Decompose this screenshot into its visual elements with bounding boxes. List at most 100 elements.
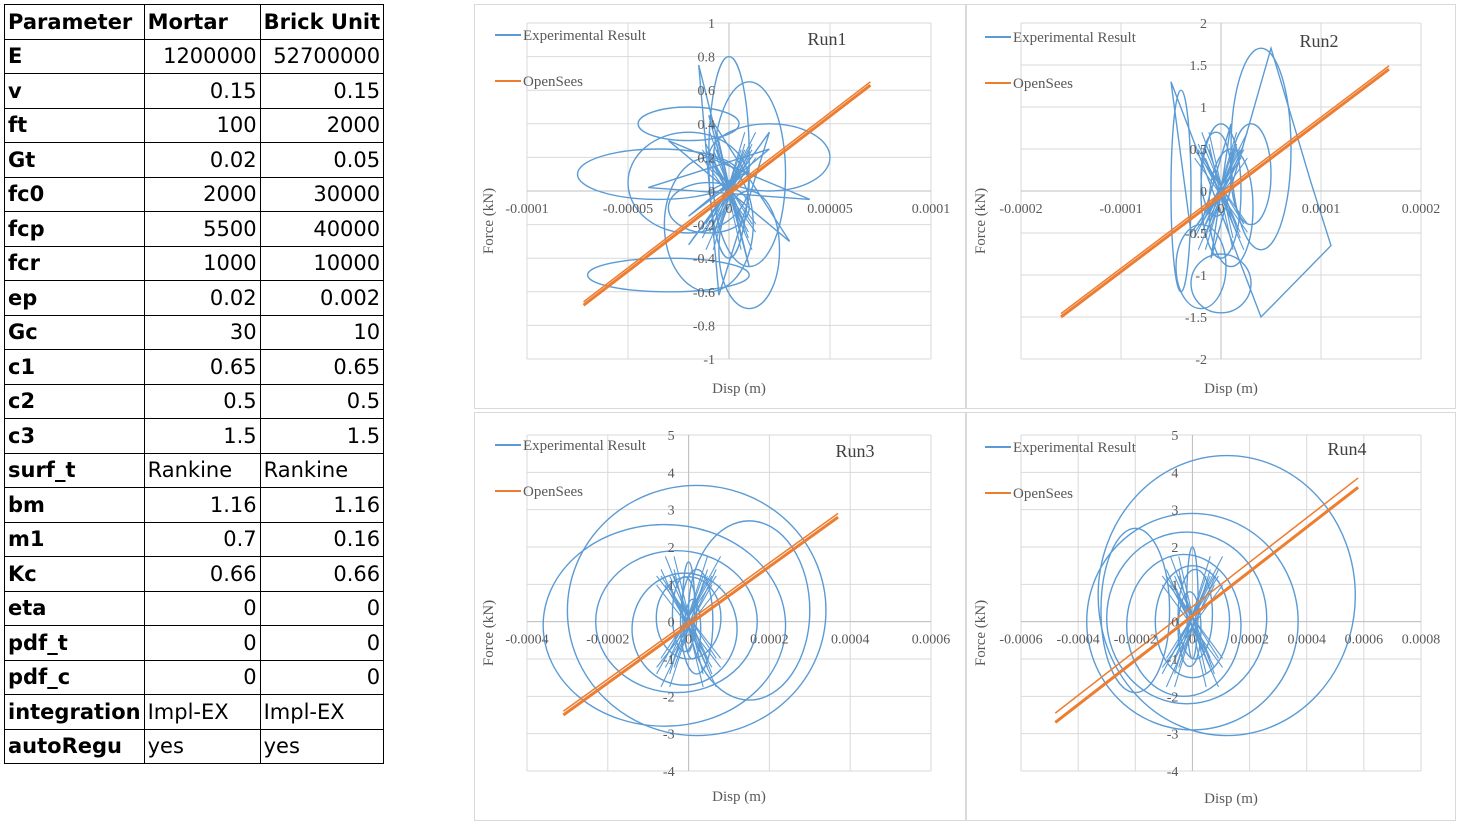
brick-unit-value: 0.5 [259,383,385,419]
y-tick-label: 4 [668,466,675,481]
y-tick-label: 1 [668,578,675,593]
mortar-value: 2000 [143,176,261,212]
y-tick-label: -3 [1167,728,1179,743]
series-experimental-result [1170,45,1332,319]
experimental-loop [1154,564,1231,679]
experimental-segment [705,143,753,251]
brick-unit-value: 52700000 [259,38,385,74]
mortar-value: 1200000 [143,38,261,74]
x-tick-label: -0.0001 [505,202,548,217]
brick-unit-value: 0 [259,590,385,626]
parameter-name: Kc [4,556,145,592]
x-tick-label: 0.0001 [1302,202,1341,217]
mortar-value: yes [143,728,261,764]
legend-label-opensees: OpenSees [1013,486,1073,502]
series-experimental-result [542,484,827,737]
experimental-segment [1161,584,1224,668]
x-tick-label: 0 [726,202,733,217]
y-tick-label: 5 [1171,429,1178,444]
brick-unit-value: yes [259,728,385,764]
header-parameter: Parameter [4,4,145,40]
parameter-name: fc0 [4,176,145,212]
brick-unit-value: Impl-EX [259,694,385,730]
y-tick-label: -0.2 [693,219,715,234]
table-row: c3 1.5 1.5 [4,418,385,454]
x-tick-label: 0.0006 [912,633,951,648]
header-mortar: Mortar [143,4,261,40]
experimental-loop [1106,531,1268,705]
x-tick-label: 0.0006 [1345,633,1384,648]
opensees-line [562,512,839,712]
tick-labels: -0.0002 -0.0001 0 0.0001 0.0002 -2 -1.5 -1 -0.5 0… [999,17,1440,368]
mortar-value: 1.5 [143,418,261,454]
experimental-loop [679,568,714,675]
x-tick-label: 0.00005 [807,202,853,217]
y-tick-label: 3 [1171,504,1178,519]
y-axis-label: Force (kN) [481,600,497,666]
brick-unit-value: 2000 [259,107,385,143]
y-tick-label: -3 [663,728,675,743]
x-tick-label: -0.0002 [586,633,629,648]
parameter-name: integration [4,694,145,730]
tick-labels: -0.0006 -0.0004 -0.0002 0 0.0002 0.0004 0.0006… [999,429,1440,780]
brick-unit-value: 1.5 [259,418,385,454]
mortar-value: Rankine [143,452,261,488]
y-tick-label: -2 [1167,690,1179,705]
parameter-name: fcp [4,211,145,247]
mortar-value: 0.66 [143,556,261,592]
y-tick-label: -2 [663,690,675,705]
y-tick-label: 2 [668,541,675,556]
mortar-value: 0.7 [143,521,261,557]
y-tick-label: 0 [668,616,675,631]
experimental-loop [566,484,827,737]
brick-unit-value: 10 [259,314,385,350]
legend-label-opensees: OpenSees [523,484,583,500]
legend: Experimental Result OpenSees [495,28,647,90]
mortar-value: 0 [143,590,261,626]
experimental-loop [1126,553,1242,698]
brick-unit-value: 0.002 [259,280,385,316]
table-row: surf_t Rankine Rankine [4,452,385,488]
y-tick-label: 2 [1171,541,1178,556]
brick-unit-value: 0.65 [259,349,385,385]
brick-unit-value: 0.66 [259,556,385,592]
y-tick-label: 0.2 [698,151,716,166]
brick-unit-value: Rankine [259,452,385,488]
table-row: c1 0.65 0.65 [4,349,385,385]
x-axis-label: Disp (m) [1204,381,1258,397]
experimental-loop [1100,527,1171,694]
mortar-value: 0.02 [143,142,261,178]
parameter-name: E [4,38,145,74]
series-opensees [1054,477,1360,724]
x-axis-label: Disp (m) [712,381,766,397]
y-tick-label: -0.6 [693,286,715,301]
parameter-name: bm [4,487,145,523]
experimental-loop [718,190,781,310]
chart-run1: -0.0001 -0.00005 0 0.00005 0.0001 -1 -0.8 -0.6 -… [481,17,950,397]
mortar-value: 0 [143,625,261,661]
y-tick-label: -1.5 [1185,311,1207,326]
experimental-loop [542,523,787,727]
x-tick-label: 0.0008 [1402,633,1441,648]
parameter-name: ep [4,280,145,316]
y-tick-label: -0.8 [693,319,715,334]
legend: Experimental Result OpenSees [495,438,647,500]
y-tick-label: 1 [1171,578,1178,593]
y-tick-label: -2 [1195,353,1207,368]
y-tick-label: 1.5 [1190,59,1208,74]
chart-panel-run4: -0.0006 -0.0004 -0.0002 0 0.0002 0.0004 0.0006… [966,412,1456,821]
parameter-name: eta [4,590,145,626]
y-axis-label: Force (kN) [973,188,989,254]
mortar-value: 0 [143,659,261,695]
x-tick-label: 0 [1189,633,1196,648]
legend-label-opensees: OpenSees [1013,76,1073,92]
table-row: ft 100 2000 [4,107,385,143]
opensees-line [1054,477,1359,714]
mortar-value: 1.16 [143,487,261,523]
x-axis-label: Disp (m) [712,789,766,805]
table-row: Gt 0.02 0.05 [4,142,385,178]
brick-unit-value: 10000 [259,245,385,281]
header-brick-unit: Brick Unit [259,4,385,40]
table-row: Gc 30 10 [4,314,385,350]
